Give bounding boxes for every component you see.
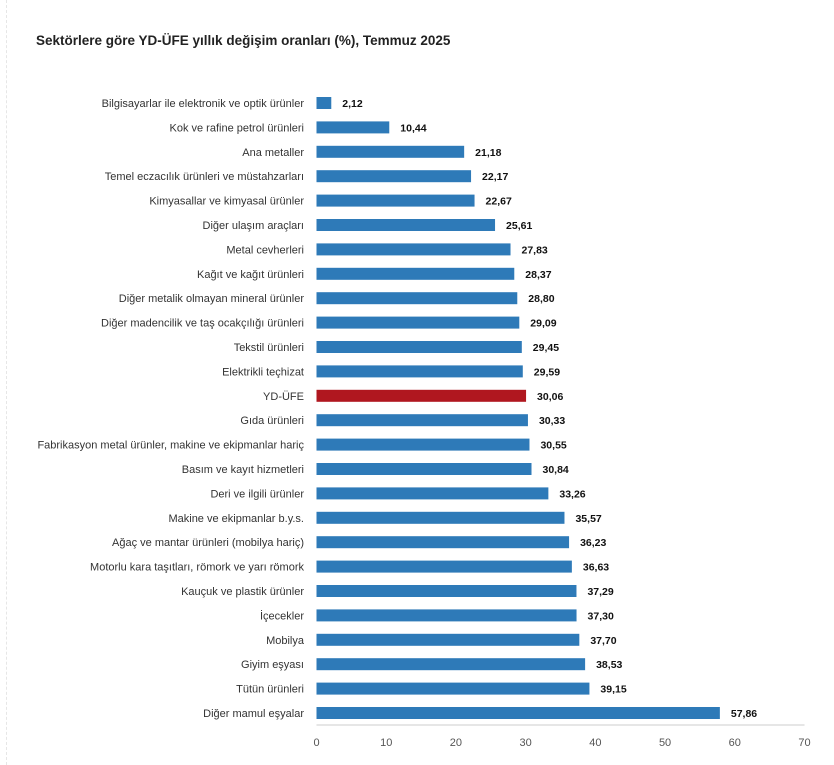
bar [316, 487, 549, 500]
category-label: Mobilya [266, 635, 305, 647]
category-label: Basım ve kayıt hizmetleri [182, 464, 304, 476]
bar [316, 219, 496, 231]
data-label: 30,84 [542, 464, 568, 476]
category-label: Diğer madencilik ve taş ocakçılığı ürünl… [101, 318, 304, 330]
data-label: 37,30 [588, 610, 614, 622]
data-label: 29,09 [530, 318, 556, 330]
category-label: Temel eczacılık ürünleri ve müstahzarlar… [105, 171, 304, 183]
data-label: 30,55 [540, 440, 566, 452]
bar [316, 633, 580, 646]
bar [316, 585, 577, 597]
data-label: 57,86 [731, 708, 757, 720]
bar [316, 145, 465, 158]
data-label: 25,61 [506, 220, 532, 232]
category-label: Diğer mamul eşyalar [203, 708, 304, 720]
data-label: 33,26 [559, 488, 585, 500]
category-label: Gıda ürünleri [240, 415, 304, 427]
data-label: 30,33 [539, 415, 565, 427]
bar [316, 97, 332, 109]
category-label: Giyim eşyası [241, 659, 304, 671]
category-label: Kauçuk ve plastik ürünler [181, 586, 304, 598]
category-label: YD-ÜFE [263, 391, 304, 403]
data-label: 38,53 [596, 659, 622, 671]
bar [316, 463, 532, 475]
data-label: 21,18 [475, 147, 501, 159]
category-label: Bilgisayarlar ile elektronik ve optik ür… [102, 98, 305, 110]
data-label: 29,45 [533, 342, 559, 354]
data-label: 22,67 [486, 196, 512, 208]
bar [316, 682, 590, 695]
data-label: 28,37 [525, 269, 551, 281]
bar [316, 316, 520, 329]
category-label: Metal cevherleri [226, 244, 304, 256]
category-label: Kok ve rafine petrol ürünleri [169, 122, 304, 134]
category-label: Tütün ürünleri [236, 684, 304, 696]
chart-title: Sektörlere göre YD-ÜFE yıllık değişim or… [36, 33, 451, 48]
bar [316, 536, 570, 549]
data-label: 37,70 [590, 635, 616, 647]
bar [316, 707, 720, 719]
panel-left-border [0, 0, 7, 765]
data-label: 22,17 [482, 171, 508, 183]
x-tick-label: 20 [450, 737, 462, 749]
category-label: Ağaç ve mantar ürünleri (mobilya hariç) [112, 537, 304, 549]
data-label: 36,23 [580, 537, 606, 549]
data-label: 28,80 [528, 293, 554, 305]
category-label: Deri ve ilgili ürünler [210, 488, 304, 500]
bar [316, 194, 475, 207]
bar [316, 170, 472, 183]
category-label: İçecekler [260, 609, 304, 622]
category-label: Fabrikasyon metal ürünler, makine ve eki… [37, 440, 304, 452]
x-tick-label: 0 [313, 737, 319, 749]
bar [316, 341, 522, 353]
category-label: Tekstil ürünleri [234, 342, 304, 354]
bar [316, 560, 572, 573]
bar [316, 414, 528, 427]
bar [316, 438, 530, 451]
data-label: 35,57 [575, 513, 601, 525]
category-label: Diğer ulaşım araçları [203, 220, 304, 232]
bar [316, 292, 518, 305]
bar [316, 365, 523, 378]
category-label: Motorlu kara taşıtları, römork ve yarı r… [90, 562, 304, 574]
bar [316, 267, 515, 280]
category-label: Diğer metalik olmayan mineral ürünler [119, 293, 305, 305]
bar [316, 389, 527, 402]
x-tick-label: 10 [380, 737, 392, 749]
data-label: 37,29 [587, 586, 613, 598]
x-tick-label: 70 [798, 737, 810, 749]
x-tick-label: 40 [589, 737, 601, 749]
bar [316, 609, 577, 622]
data-label: 39,15 [600, 684, 626, 696]
data-label: 2,12 [342, 98, 363, 110]
category-label: Makine ve ekipmanlar b.y.s. [168, 513, 304, 525]
data-label: 30,06 [537, 391, 563, 403]
x-tick-label: 30 [520, 737, 532, 749]
bar [316, 121, 390, 134]
x-tick-label: 60 [729, 737, 741, 749]
bar [316, 658, 586, 671]
category-label: Kimyasallar ve kimyasal ürünler [149, 196, 304, 208]
category-label: Ana metaller [242, 147, 304, 159]
data-label: 36,63 [583, 562, 609, 574]
category-label: Elektrikli teçhizat [222, 366, 304, 378]
data-label: 29,59 [534, 366, 560, 378]
data-label: 27,83 [522, 244, 548, 256]
x-tick-label: 50 [659, 737, 671, 749]
bar [316, 243, 511, 256]
category-label: Kağıt ve kağıt ürünleri [197, 269, 304, 281]
bar [316, 511, 565, 524]
data-label: 10,44 [400, 122, 426, 134]
